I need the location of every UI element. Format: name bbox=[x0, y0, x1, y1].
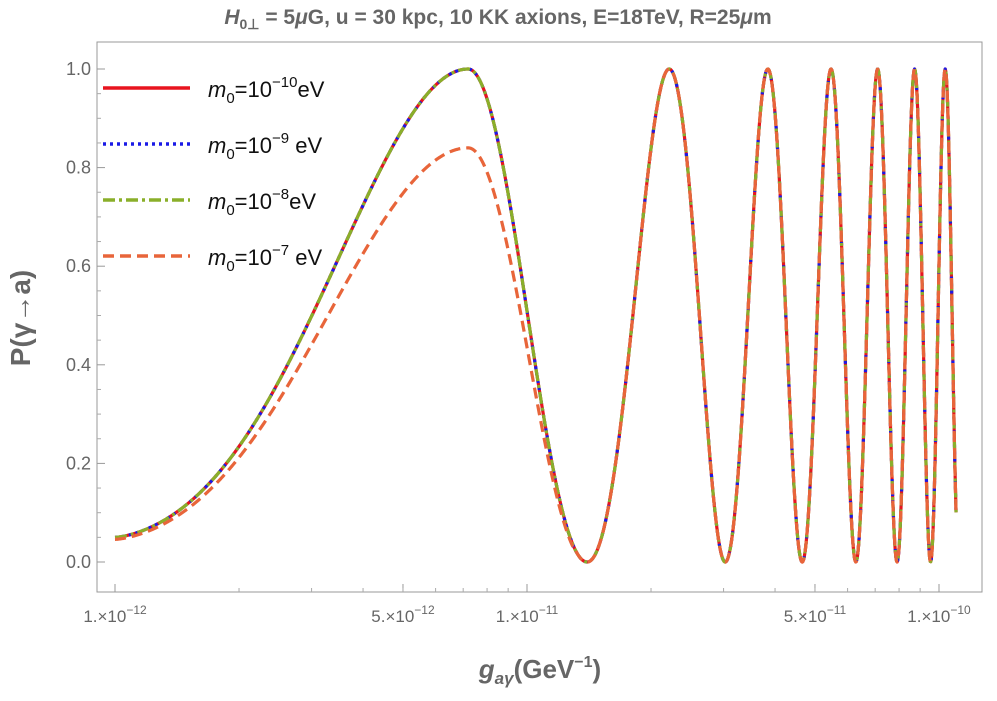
legend-label-part: m bbox=[208, 189, 226, 214]
plot-border bbox=[96, 41, 983, 593]
x-label-close: ) bbox=[593, 654, 602, 684]
plot-frame bbox=[96, 41, 983, 593]
x-tick-label: 1.×10−10 bbox=[907, 603, 971, 626]
chart-title: H0⊥ = 5μG, u = 30 kpc, 10 KK axions, E=1… bbox=[224, 6, 771, 32]
x-tick-mantissa: 5.×10 bbox=[371, 607, 414, 626]
legend-label-part: m bbox=[208, 133, 226, 158]
legend-label-part: eV bbox=[289, 245, 322, 270]
x-tick-mantissa: 1.×10 bbox=[907, 607, 950, 626]
y-tick-label: 0.0 bbox=[66, 552, 91, 572]
y-tick-label: 0.6 bbox=[66, 256, 91, 276]
legend-label: m0=10−7 eV bbox=[208, 242, 322, 275]
title-rest-suffix: G, u = 30 kpc, 10 KK axions, E=18TeV, R=… bbox=[308, 6, 741, 29]
y-tick-label: 1.0 bbox=[66, 59, 91, 79]
x-tick-exponent: −10 bbox=[950, 603, 971, 617]
legend-label-part: eV bbox=[289, 133, 322, 158]
legend-label-part: =10 bbox=[235, 77, 272, 102]
title-mu: μ bbox=[294, 6, 308, 29]
legend-label-part: −9 bbox=[272, 130, 289, 147]
x-tick-label: 5.×10−12 bbox=[371, 603, 435, 626]
y-tick-label: 0.8 bbox=[66, 158, 91, 178]
x-label-subscript: aγ bbox=[495, 669, 515, 688]
series-group bbox=[114, 67, 958, 564]
y-tick-label: 0.4 bbox=[66, 355, 91, 375]
legend-label-part: =10 bbox=[235, 133, 272, 158]
legend-label: m0=10−9 eV bbox=[208, 130, 322, 163]
legend-label-part: eV bbox=[297, 77, 324, 102]
legend-label-part: m bbox=[208, 77, 226, 102]
x-tick-exponent: −12 bbox=[126, 603, 147, 617]
title-mu-2: μ bbox=[739, 6, 753, 29]
legend-label: m0=10−8eV bbox=[208, 186, 316, 219]
x-tick-label: 5.×10−11 bbox=[784, 603, 847, 626]
x-axis-ticks: 1.×10−12 5.×10−12 1.×10−11 5.×10−11 1.×10−10 bbox=[83, 584, 971, 626]
x-tick-mantissa: 1.×10 bbox=[496, 607, 539, 626]
legend-label-part: −7 bbox=[272, 242, 289, 259]
x-axis-label: gaγ(GeV−1) bbox=[478, 654, 601, 688]
legend-label-part: −8 bbox=[272, 186, 289, 203]
x-label-unit: (GeV bbox=[514, 654, 575, 684]
x-tick-mantissa: 1.×10 bbox=[83, 607, 126, 626]
x-label-exponent: −1 bbox=[574, 654, 592, 671]
title-subscript: 0⊥ bbox=[240, 16, 260, 32]
legend-label-part: eV bbox=[289, 189, 316, 214]
series-line-4 bbox=[114, 67, 958, 564]
legend-label-part: =10 bbox=[235, 245, 272, 270]
y-tick-label: 0.2 bbox=[66, 453, 91, 473]
x-tick-exponent: −12 bbox=[414, 603, 435, 617]
legend-label-part: 0 bbox=[226, 90, 234, 107]
legend-label-part: =10 bbox=[235, 189, 272, 214]
legend-label-part: 0 bbox=[226, 258, 234, 275]
legend-label-part: 0 bbox=[226, 146, 234, 163]
x-label-symbol: g bbox=[478, 654, 495, 684]
series-line-3 bbox=[114, 67, 958, 564]
title-symbol: H bbox=[224, 6, 240, 29]
x-tick-exponent: −11 bbox=[827, 603, 847, 617]
title-tail: m bbox=[753, 6, 772, 29]
x-tick-label: 1.×10−11 bbox=[496, 603, 559, 626]
legend-label-part: 0 bbox=[226, 202, 234, 219]
legend-label: m0=10−10eV bbox=[208, 74, 325, 107]
legend-label-part: m bbox=[208, 245, 226, 270]
y-axis-ticks: 0.0 0.2 0.4 0.6 0.8 1.0 bbox=[66, 59, 105, 572]
x-tick-mantissa: 5.×10 bbox=[784, 607, 827, 626]
legend-label-part: −10 bbox=[272, 74, 297, 91]
x-tick-label: 1.×10−12 bbox=[83, 603, 147, 626]
title-rest-prefix: = 5 bbox=[260, 6, 296, 29]
y-axis-label: P(γ→a) bbox=[5, 270, 36, 366]
x-tick-exponent: −11 bbox=[539, 603, 559, 617]
